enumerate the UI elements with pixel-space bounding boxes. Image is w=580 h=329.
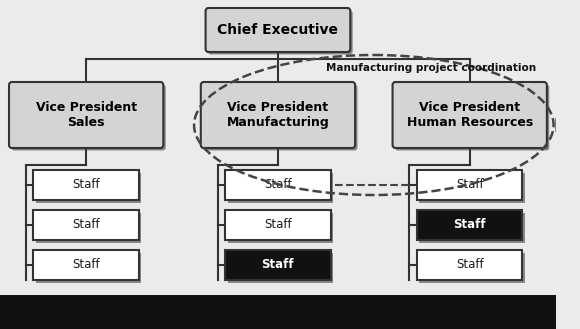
Text: Staff: Staff (72, 259, 100, 271)
Text: Staff: Staff (456, 259, 484, 271)
Text: Vice President
Manufacturing: Vice President Manufacturing (227, 101, 329, 129)
FancyBboxPatch shape (36, 252, 142, 283)
FancyBboxPatch shape (201, 82, 355, 148)
FancyBboxPatch shape (36, 172, 142, 203)
FancyBboxPatch shape (34, 250, 139, 280)
FancyBboxPatch shape (227, 213, 333, 242)
Text: Staff: Staff (264, 218, 292, 232)
FancyBboxPatch shape (203, 85, 357, 150)
FancyBboxPatch shape (417, 170, 523, 200)
FancyBboxPatch shape (393, 82, 547, 148)
FancyBboxPatch shape (227, 172, 333, 203)
FancyBboxPatch shape (34, 170, 139, 200)
Text: Staff: Staff (72, 179, 100, 191)
Text: Vice President
Sales: Vice President Sales (35, 101, 137, 129)
FancyBboxPatch shape (36, 213, 142, 242)
FancyBboxPatch shape (225, 170, 331, 200)
FancyBboxPatch shape (205, 8, 350, 52)
FancyBboxPatch shape (12, 85, 166, 150)
Text: Staff: Staff (72, 218, 100, 232)
FancyBboxPatch shape (419, 213, 525, 242)
Text: Staff: Staff (454, 218, 486, 232)
Text: Vice President
Human Resources: Vice President Human Resources (407, 101, 533, 129)
FancyBboxPatch shape (225, 210, 331, 240)
FancyBboxPatch shape (227, 252, 333, 283)
FancyBboxPatch shape (225, 250, 331, 280)
FancyBboxPatch shape (9, 82, 164, 148)
FancyBboxPatch shape (208, 11, 353, 55)
FancyBboxPatch shape (0, 295, 556, 329)
FancyBboxPatch shape (395, 85, 549, 150)
Text: Staff: Staff (262, 259, 294, 271)
FancyBboxPatch shape (419, 172, 525, 203)
FancyBboxPatch shape (417, 210, 523, 240)
Text: Chief Executive: Chief Executive (218, 23, 339, 37)
Polygon shape (556, 118, 565, 132)
Text: Staff: Staff (264, 179, 292, 191)
FancyBboxPatch shape (34, 210, 139, 240)
FancyBboxPatch shape (417, 250, 523, 280)
FancyBboxPatch shape (419, 252, 525, 283)
Text: Staff: Staff (456, 179, 484, 191)
Text: Manufacturing project coordination: Manufacturing project coordination (326, 63, 536, 73)
